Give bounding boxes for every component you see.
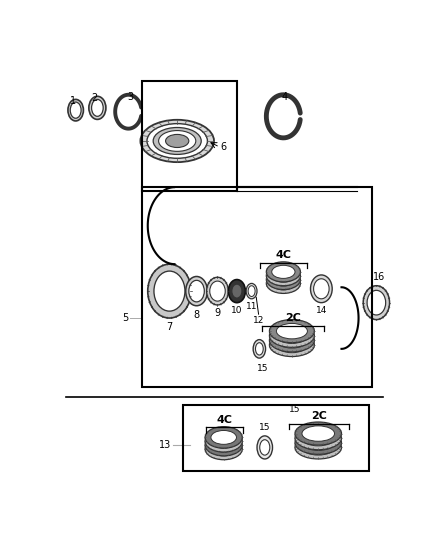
Ellipse shape [269,334,314,357]
Ellipse shape [302,435,335,450]
Text: 4: 4 [282,92,288,102]
Ellipse shape [211,431,237,445]
Ellipse shape [272,269,295,282]
Ellipse shape [266,273,300,294]
Ellipse shape [363,286,389,320]
Ellipse shape [89,96,106,119]
Ellipse shape [159,131,196,151]
Ellipse shape [260,440,270,455]
Ellipse shape [205,438,242,460]
Text: 3: 3 [127,92,134,102]
Ellipse shape [314,279,329,299]
Ellipse shape [205,426,242,448]
Text: 15: 15 [289,405,301,414]
Ellipse shape [92,99,103,116]
Ellipse shape [269,324,314,348]
Ellipse shape [211,434,237,448]
Text: 6: 6 [221,142,227,152]
Bar [141,81,237,191]
Text: 8: 8 [194,310,200,320]
Ellipse shape [207,277,228,305]
Ellipse shape [266,270,300,289]
Ellipse shape [211,442,237,456]
Text: 4C: 4C [276,251,291,260]
Text: 1: 1 [70,96,76,106]
Ellipse shape [255,343,263,355]
Ellipse shape [276,324,307,339]
Ellipse shape [257,436,272,459]
Text: 15: 15 [257,364,268,373]
Ellipse shape [166,134,189,148]
Ellipse shape [148,264,191,318]
Ellipse shape [269,329,314,352]
Ellipse shape [154,271,185,311]
Ellipse shape [311,275,332,303]
Ellipse shape [266,265,300,286]
Ellipse shape [210,281,225,301]
Ellipse shape [295,431,342,454]
Bar [141,187,372,387]
Ellipse shape [272,273,295,286]
Text: 2: 2 [91,93,97,103]
Text: 2C: 2C [286,313,301,324]
Ellipse shape [302,431,335,446]
Ellipse shape [276,337,307,353]
Ellipse shape [276,333,307,348]
Ellipse shape [269,320,314,343]
Ellipse shape [302,440,335,455]
Ellipse shape [189,280,204,302]
Ellipse shape [367,290,386,315]
Text: 7: 7 [166,322,173,332]
Ellipse shape [70,102,81,118]
Ellipse shape [205,431,242,452]
Text: 11: 11 [246,302,258,311]
Ellipse shape [228,280,245,303]
Ellipse shape [266,262,300,282]
Ellipse shape [147,124,208,158]
Text: 12: 12 [253,316,264,325]
Text: 16: 16 [373,272,385,282]
Text: 15: 15 [259,423,271,432]
Text: 2C: 2C [311,411,327,421]
Text: 4C: 4C [216,415,233,425]
Text: 10: 10 [231,306,243,315]
Text: 14: 14 [316,306,327,315]
Text: 5: 5 [122,313,128,323]
Ellipse shape [276,328,307,343]
Text: 9: 9 [215,308,221,318]
Ellipse shape [295,436,342,459]
Bar [183,405,369,471]
Ellipse shape [205,434,242,456]
Ellipse shape [302,426,335,441]
Ellipse shape [248,286,255,296]
Ellipse shape [272,265,295,278]
Ellipse shape [246,284,257,299]
Ellipse shape [295,426,342,450]
Ellipse shape [211,438,237,452]
Ellipse shape [68,99,83,121]
Ellipse shape [232,284,242,298]
Ellipse shape [141,120,214,162]
Ellipse shape [253,340,265,358]
Ellipse shape [295,422,342,445]
Ellipse shape [186,277,208,306]
Ellipse shape [153,127,201,155]
Ellipse shape [272,277,295,290]
Text: 13: 13 [159,440,171,450]
